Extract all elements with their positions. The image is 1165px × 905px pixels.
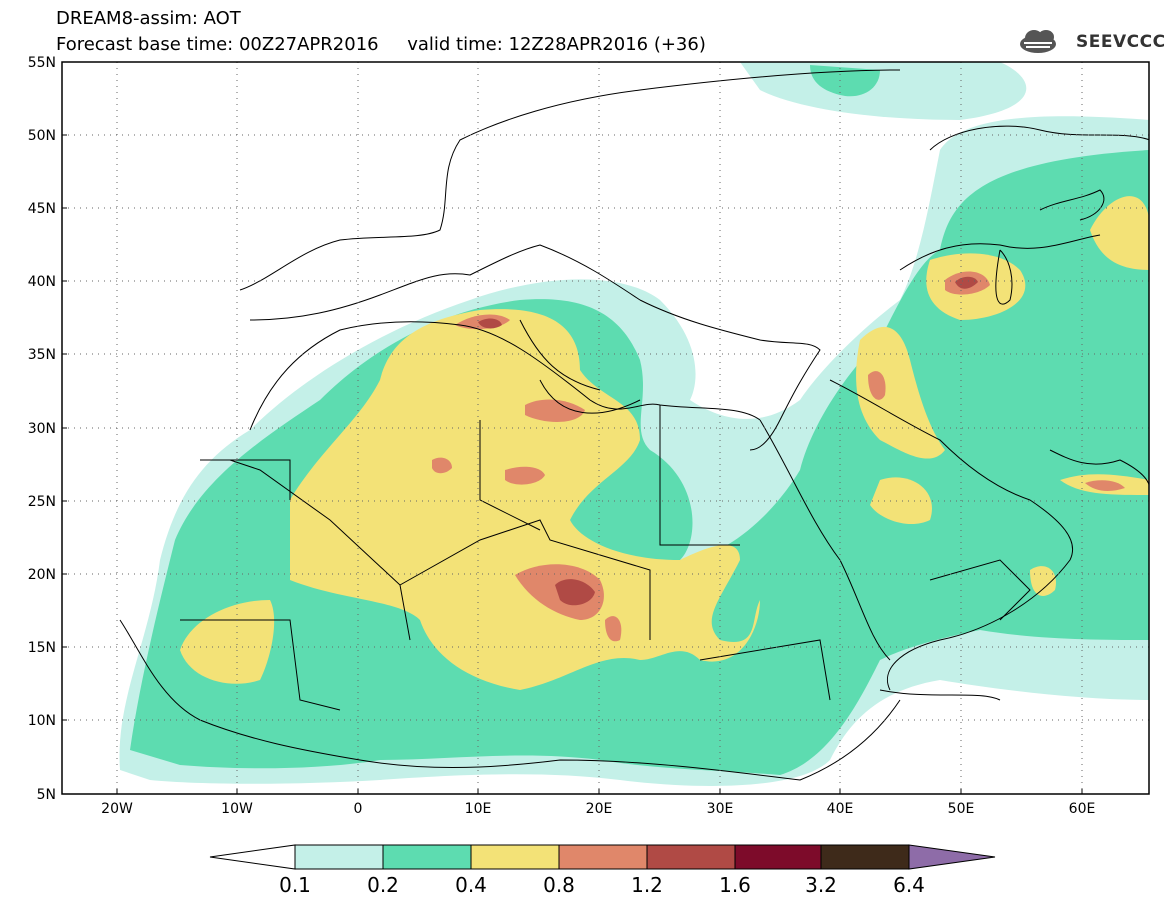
legend-labels: 0.1 0.2 0.4 0.8 1.2 1.6 3.2 6.4 bbox=[279, 873, 925, 897]
lat-label: 50N bbox=[28, 128, 56, 144]
legend-swatch bbox=[294, 844, 384, 870]
map-title: DREAM8-assim: AOT bbox=[56, 8, 241, 29]
legend-swatch bbox=[558, 844, 648, 870]
lon-label: 0 bbox=[354, 801, 363, 817]
lat-label: 20N bbox=[28, 567, 56, 583]
legend-label: 6.4 bbox=[893, 873, 925, 897]
lat-label: 40N bbox=[28, 274, 56, 290]
lon-label: 50E bbox=[948, 801, 975, 817]
latitude-labels: 55N 50N 45N 40N 35N 30N 25N 20N 15N 10N … bbox=[28, 55, 56, 803]
legend-swatch-below bbox=[209, 844, 296, 870]
legend-swatch-above bbox=[908, 844, 996, 870]
lat-label: 15N bbox=[28, 640, 56, 656]
lat-label: 30N bbox=[28, 421, 56, 437]
legend-label: 3.2 bbox=[805, 873, 837, 897]
lat-label: 10N bbox=[28, 713, 56, 729]
seevccc-logo bbox=[1020, 30, 1056, 53]
gridlines bbox=[62, 62, 1149, 794]
legend-label: 1.2 bbox=[631, 873, 663, 897]
lon-label: 20E bbox=[586, 801, 613, 817]
lat-label: 45N bbox=[28, 201, 56, 217]
legend-swatch bbox=[382, 844, 472, 870]
legend-label: 0.4 bbox=[455, 873, 487, 897]
lon-label: 30E bbox=[707, 801, 734, 817]
lat-label: 35N bbox=[28, 347, 56, 363]
legend-swatch bbox=[820, 844, 910, 870]
lon-label: 10E bbox=[465, 801, 492, 817]
legend-label: 0.8 bbox=[543, 873, 575, 897]
legend-label: 0.2 bbox=[367, 873, 399, 897]
lon-label: 20W bbox=[101, 801, 133, 817]
tick-marks bbox=[62, 61, 1083, 795]
longitude-labels: 20W 10W 0 10E 20E 30E 40E 50E 60E bbox=[101, 801, 1095, 817]
lon-label: 40E bbox=[827, 801, 854, 817]
forecast-time-subtitle: Forecast base time: 00Z27APR2016 valid t… bbox=[56, 34, 706, 55]
coastlines-borders bbox=[119, 69, 1149, 781]
legend-label: 1.6 bbox=[719, 873, 751, 897]
colorbar-legend bbox=[209, 844, 996, 870]
legend-swatch bbox=[470, 844, 560, 870]
lat-label: 5N bbox=[37, 787, 56, 803]
lon-label: 10W bbox=[221, 801, 253, 817]
lat-label: 25N bbox=[28, 494, 56, 510]
aot-contours bbox=[119, 62, 1149, 786]
lat-label: 55N bbox=[28, 55, 56, 71]
lon-label: 60E bbox=[1069, 801, 1096, 817]
legend-swatch bbox=[646, 844, 736, 870]
logo-text: SEEVCCC bbox=[1076, 32, 1165, 52]
cloud-icon bbox=[1020, 30, 1056, 53]
legend-swatch bbox=[734, 844, 822, 870]
legend-label: 0.1 bbox=[279, 873, 311, 897]
